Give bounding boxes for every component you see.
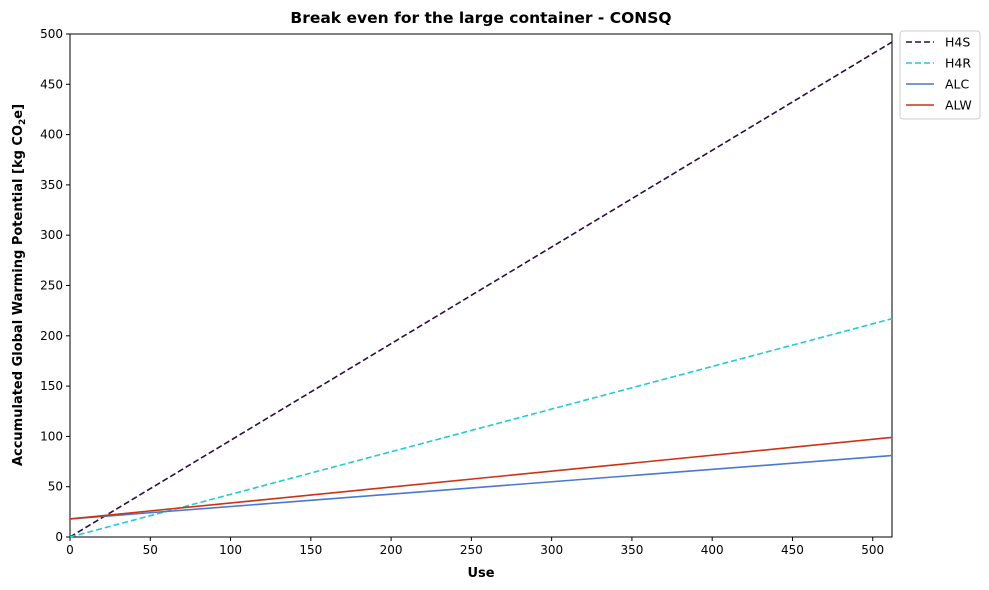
series-line-h4s bbox=[69, 41, 893, 538]
series-line-alc bbox=[69, 454, 893, 520]
x-tick-label: 200 bbox=[380, 543, 403, 557]
series-line-alw bbox=[69, 436, 893, 520]
y-tick-label: 250 bbox=[40, 279, 63, 293]
x-tick-label: 50 bbox=[143, 543, 158, 557]
x-axis-title: Use bbox=[467, 566, 494, 581]
legend-label-alw: ALW bbox=[945, 98, 972, 113]
plot-frame bbox=[69, 33, 893, 538]
x-tick-label: 300 bbox=[540, 543, 563, 557]
legend-label-h4r: H4R bbox=[945, 56, 971, 71]
x-tick-label: 500 bbox=[861, 543, 884, 557]
chart-title: Break even for the large container - CON… bbox=[290, 9, 671, 27]
plot-area bbox=[69, 33, 893, 538]
x-tick-label: 400 bbox=[701, 543, 724, 557]
series-layer bbox=[69, 41, 893, 538]
y-axis-title-main: Accumulated Global Warming Potential [kg… bbox=[11, 125, 26, 466]
y-tick-label: 450 bbox=[40, 77, 63, 91]
x-axis-ticks: 0 50 100 150 200 250 300 350 400 450 500 bbox=[66, 537, 884, 557]
y-tick-label: 500 bbox=[40, 27, 63, 41]
series-line-h4r bbox=[69, 317, 893, 538]
y-tick-label: 0 bbox=[55, 530, 63, 544]
y-axis-ticks: 0 50 100 150 200 250 300 350 400 450 500 bbox=[40, 27, 70, 544]
x-tick-label: 0 bbox=[66, 543, 74, 557]
y-axis-title: Accumulated Global Warming Potential [kg… bbox=[11, 104, 28, 466]
x-tick-label: 250 bbox=[460, 543, 483, 557]
x-tick-label: 450 bbox=[781, 543, 804, 557]
legend-frame bbox=[899, 30, 981, 120]
y-tick-label: 300 bbox=[40, 228, 63, 242]
y-tick-label: 350 bbox=[40, 178, 63, 192]
legend: H4S H4R ALC ALW bbox=[899, 30, 981, 120]
y-axis-title-end: e] bbox=[11, 104, 26, 119]
y-tick-label: 50 bbox=[48, 480, 63, 494]
x-tick-label: 350 bbox=[620, 543, 643, 557]
x-tick-label: 100 bbox=[219, 543, 242, 557]
y-tick-label: 150 bbox=[40, 379, 63, 393]
y-axis-title-subscript: 2 bbox=[18, 119, 28, 125]
x-tick-label: 150 bbox=[299, 543, 322, 557]
y-tick-label: 100 bbox=[40, 429, 63, 443]
legend-label-alc: ALC bbox=[945, 77, 970, 92]
legend-label-h4s: H4S bbox=[945, 35, 970, 50]
y-tick-label: 200 bbox=[40, 329, 63, 343]
y-tick-label: 400 bbox=[40, 128, 63, 142]
